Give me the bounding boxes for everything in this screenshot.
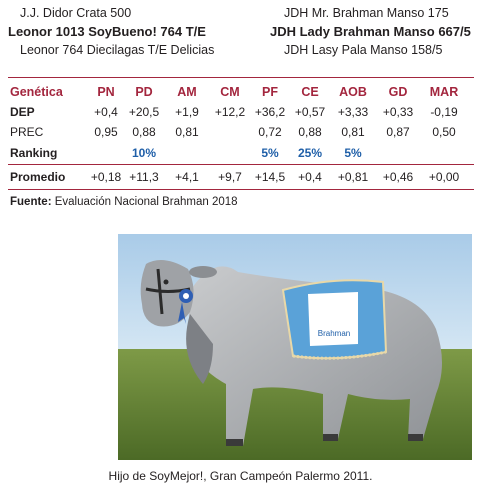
- table-cell: 10%: [131, 146, 157, 160]
- pedigree: J.J. Didor Crata 500 Leonor 1013 SoyBuen…: [0, 0, 481, 70]
- promedio-rule-top: [8, 164, 474, 165]
- table-cell: +14,5: [254, 170, 286, 184]
- table-header-row: Genética PN PD AM CM PF CE AOB GD MAR: [8, 82, 474, 102]
- table-row-ranking: Ranking 10% 5% 25% 5%: [8, 143, 474, 163]
- table-cell: +0,18: [90, 170, 122, 184]
- source-label: Fuente:: [10, 196, 52, 208]
- pedigree-maternal-sire: JDH Mr. Brahman Manso 175: [284, 6, 449, 20]
- table-row-dep: DEP +0,4 +20,5 +1,9 +12,2 +36,2 +0,57 +3…: [8, 102, 474, 122]
- photo-caption: Hijo de SoyMejor!, Gran Campeón Palermo …: [108, 469, 373, 483]
- table-cell: +11,3: [129, 170, 159, 184]
- bull-photo: Brahman: [118, 234, 472, 460]
- pedigree-sire: J.J. Didor Crata 500: [20, 6, 132, 20]
- table-cell: +0,46: [382, 170, 414, 184]
- table-cell: 25%: [297, 146, 323, 160]
- pedigree-maternal-subject: JDH Lady Brahman Manso 667/5: [270, 24, 471, 39]
- table-cell: 5%: [344, 146, 362, 160]
- table-cell: +36,2: [254, 105, 286, 119]
- table-cell: 0,95: [94, 125, 118, 139]
- table-cell: +0,4: [298, 170, 322, 184]
- pedigree-dam: Leonor 764 Diecilagas T/E Delicias: [20, 43, 215, 57]
- column-header: PF: [262, 85, 278, 99]
- row-label: Promedio: [10, 170, 66, 184]
- column-header: AM: [177, 85, 197, 99]
- column-header: PD: [135, 85, 153, 99]
- top-rule: [8, 77, 474, 78]
- bull-ear: [189, 266, 217, 278]
- table-cell: 0,81: [175, 125, 199, 139]
- table-cell: +9,7: [218, 170, 242, 184]
- table-row-prec: PREC 0,95 0,88 0,81 0,72 0,88 0,81 0,87 …: [8, 122, 474, 142]
- column-header: GD: [388, 85, 408, 99]
- table-cell: +1,9: [175, 105, 199, 119]
- header-label: Genética: [10, 85, 63, 99]
- table-cell: +0,33: [382, 105, 414, 119]
- bull-eye: [163, 279, 169, 285]
- row-label: Ranking: [10, 146, 58, 160]
- column-header: MAR: [429, 85, 459, 99]
- table-cell: 0,50: [432, 125, 456, 139]
- bull-dewlap: [186, 314, 213, 384]
- table-cell: 5%: [261, 146, 279, 160]
- column-header: AOB: [339, 85, 367, 99]
- column-header: CM: [220, 85, 240, 99]
- row-label: DEP: [10, 105, 35, 119]
- column-header: CE: [301, 85, 319, 99]
- table-cell: +0,81: [337, 170, 369, 184]
- table-cell: +0,4: [94, 105, 118, 119]
- table-cell: 0,81: [341, 125, 365, 139]
- pedigree-subject: Leonor 1013 SoyBueno! 764 T/E: [8, 24, 206, 39]
- pedigree-maternal-dam: JDH Lasy Pala Manso 158/5: [284, 43, 443, 57]
- table-cell: +4,1: [175, 170, 199, 184]
- blanket-text: Brahman: [318, 329, 350, 338]
- bull-head: [140, 260, 194, 327]
- row-label: PREC: [10, 125, 44, 139]
- table-cell: 0,87: [386, 125, 410, 139]
- table-cell: +0,00: [428, 170, 460, 184]
- column-header: PN: [97, 85, 115, 99]
- source-note: Fuente: Evaluación Nacional Brahman 2018: [10, 196, 238, 208]
- table-cell: 0,88: [132, 125, 156, 139]
- table-cell: +3,33: [337, 105, 369, 119]
- table-row-promedio: Promedio +0,18 +11,3 +4,1 +9,7 +14,5 +0,…: [8, 167, 474, 187]
- source-text: Evaluación Nacional Brahman 2018: [54, 196, 238, 208]
- promedio-rule-bottom: [8, 189, 474, 190]
- table-cell: +20,5: [128, 105, 160, 119]
- table-cell: +0,57: [294, 105, 326, 119]
- table-cell: 0,72: [258, 125, 282, 139]
- table-cell: -0,19: [430, 105, 458, 119]
- table-cell: +12,2: [214, 105, 246, 119]
- table-cell: 0,88: [298, 125, 322, 139]
